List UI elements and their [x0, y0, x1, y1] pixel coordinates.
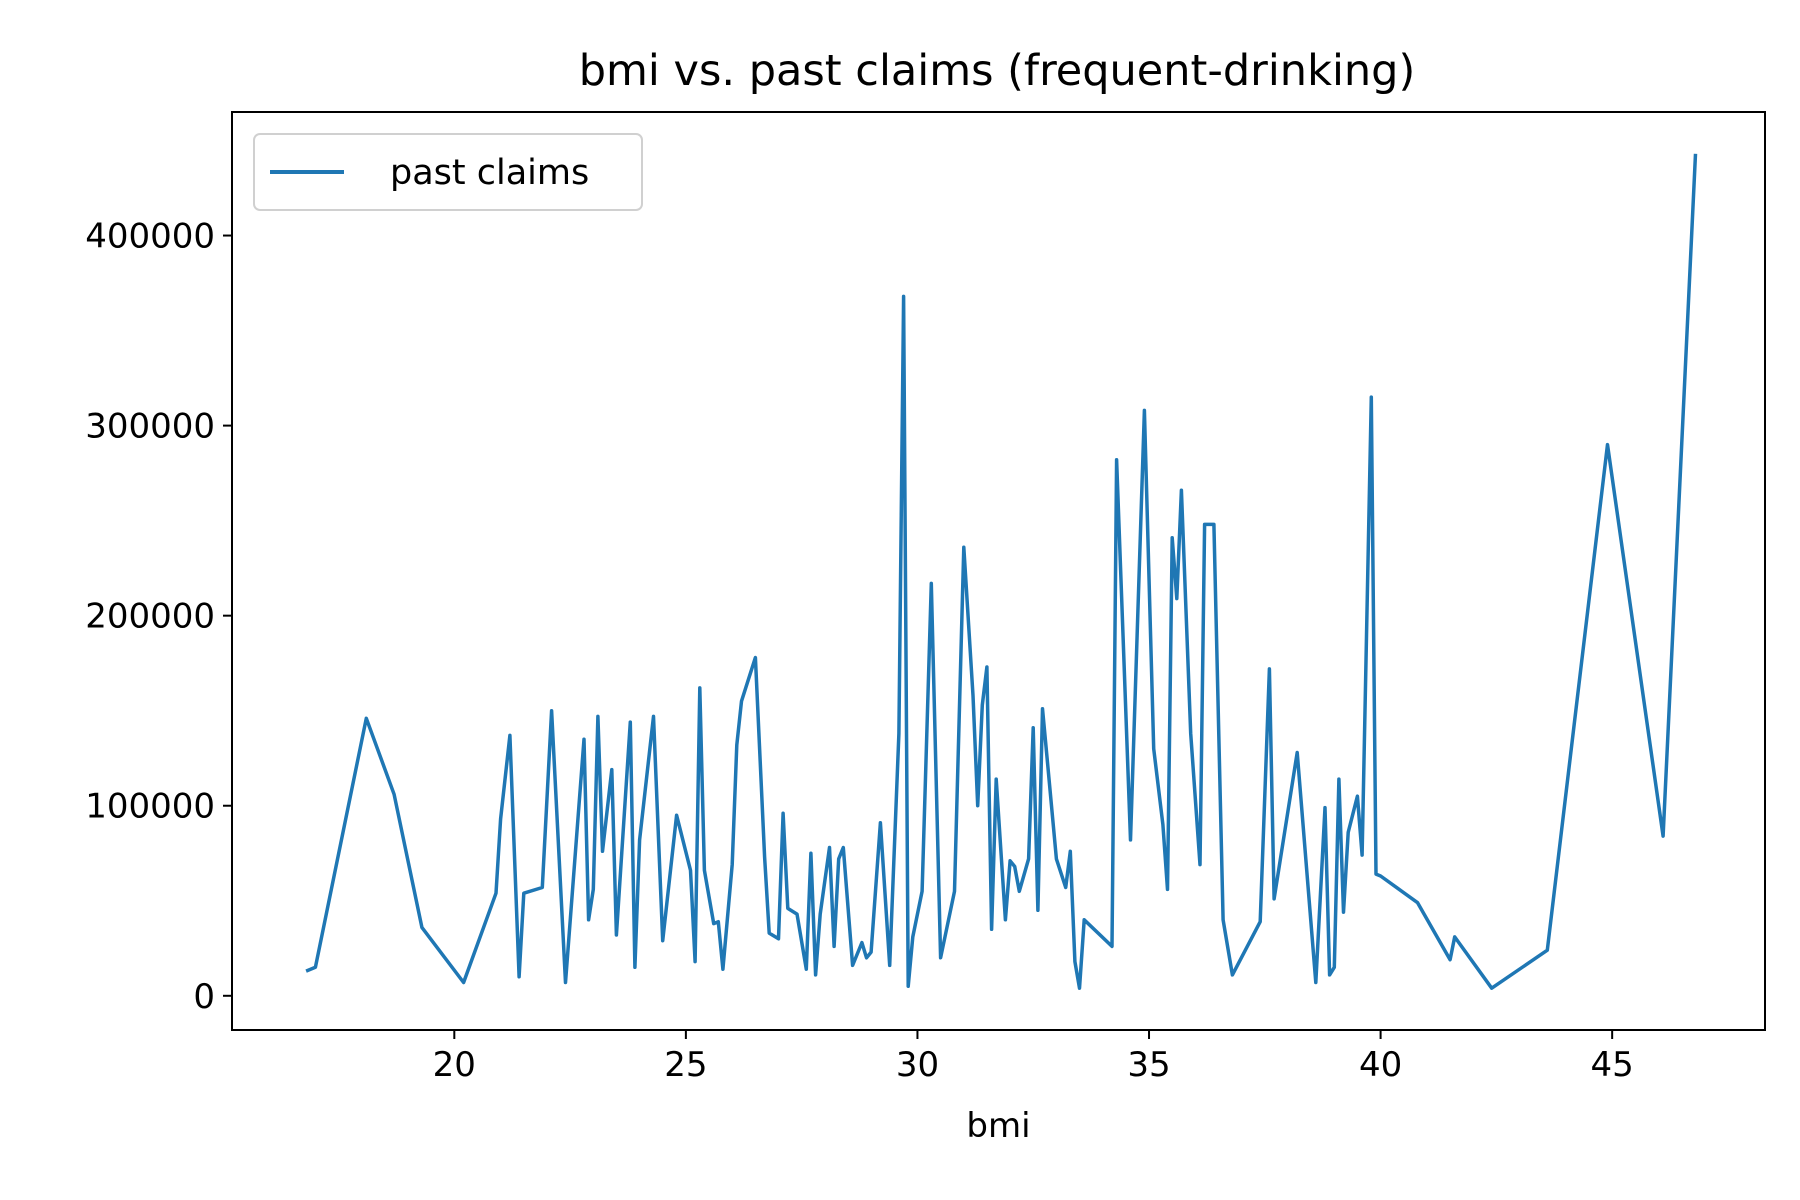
- series-line-past-claims: [305, 153, 1698, 990]
- y-tick-label: 200000: [85, 597, 215, 637]
- y-tick-label: 100000: [85, 787, 215, 827]
- y-tick-label: 0: [193, 977, 215, 1017]
- x-tick-label: 35: [1127, 1045, 1170, 1085]
- plot-frame: [231, 111, 1766, 1031]
- x-axis-label: bmi: [966, 1106, 1030, 1146]
- x-tick-label: 45: [1591, 1045, 1634, 1085]
- legend-label: past claims: [390, 153, 589, 193]
- x-tick-label: 40: [1359, 1045, 1402, 1085]
- plot-area: [305, 153, 1698, 990]
- x-tick-label: 30: [896, 1045, 939, 1085]
- y-tick-label: 300000: [85, 407, 215, 447]
- legend-box: [253, 133, 643, 211]
- x-axis: 20 25 30 35 40 45: [433, 1030, 1634, 1085]
- chart-title: bmi vs. past claims (frequent-drinking): [579, 46, 1415, 96]
- legend: past claims: [253, 133, 643, 211]
- y-tick-label: 400000: [85, 217, 215, 257]
- y-axis: 0 100000 200000 300000 400000: [85, 217, 232, 1017]
- x-tick-label: 25: [664, 1045, 707, 1085]
- x-tick-label: 20: [433, 1045, 476, 1085]
